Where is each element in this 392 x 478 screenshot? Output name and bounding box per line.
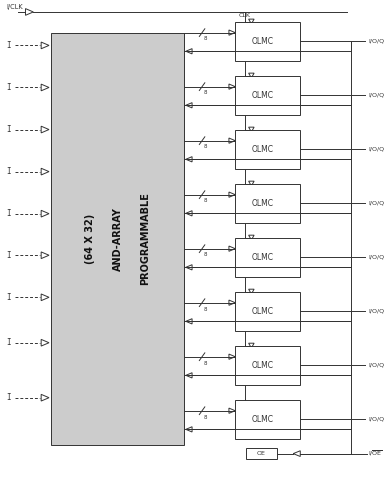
Text: I/CLK: I/CLK xyxy=(6,4,22,10)
Text: I/O/Q: I/O/Q xyxy=(368,363,385,368)
Bar xyxy=(235,292,300,331)
Text: I: I xyxy=(6,251,11,260)
Text: OLMC: OLMC xyxy=(251,361,273,370)
Text: I: I xyxy=(6,338,11,347)
Text: 8: 8 xyxy=(203,198,207,204)
Text: 8: 8 xyxy=(203,252,207,258)
Text: (64 X 32): (64 X 32) xyxy=(85,214,95,264)
Text: I: I xyxy=(6,209,11,218)
Text: I/O/Q: I/O/Q xyxy=(368,309,385,314)
Text: OE: OE xyxy=(257,451,266,456)
Bar xyxy=(246,448,277,459)
Text: OLMC: OLMC xyxy=(251,415,273,424)
Text: I/O/Q: I/O/Q xyxy=(368,201,385,206)
Text: I/O/Q: I/O/Q xyxy=(368,417,385,422)
Text: 8: 8 xyxy=(203,360,207,366)
Text: OLMC: OLMC xyxy=(251,307,273,316)
Bar xyxy=(235,130,300,169)
Text: I: I xyxy=(6,41,11,50)
Text: I: I xyxy=(6,125,11,134)
Text: I/O/Q: I/O/Q xyxy=(368,39,385,44)
Text: I: I xyxy=(6,393,11,402)
Bar xyxy=(235,238,300,277)
Bar xyxy=(235,22,300,61)
Bar xyxy=(51,33,184,445)
Bar xyxy=(235,400,300,439)
Text: OLMC: OLMC xyxy=(251,253,273,262)
Bar xyxy=(235,184,300,223)
Text: I/O/Q: I/O/Q xyxy=(368,147,385,152)
Bar xyxy=(235,346,300,385)
Text: 8: 8 xyxy=(203,144,207,150)
Text: I: I xyxy=(6,293,11,302)
Text: OLMC: OLMC xyxy=(251,145,273,154)
Text: AND-ARRAY: AND-ARRAY xyxy=(113,207,123,271)
Text: I/O/Q: I/O/Q xyxy=(368,93,385,98)
Text: OLMC: OLMC xyxy=(251,37,273,46)
Bar xyxy=(235,76,300,115)
Text: I/O/Q: I/O/Q xyxy=(368,255,385,260)
Text: 8: 8 xyxy=(203,36,207,42)
Text: 8: 8 xyxy=(203,306,207,312)
Text: PROGRAMMABLE: PROGRAMMABLE xyxy=(140,193,150,285)
Text: I: I xyxy=(6,83,11,92)
Text: 8: 8 xyxy=(203,90,207,96)
Text: 8: 8 xyxy=(203,414,207,420)
Text: I/$\overline{\rm OE}$: I/$\overline{\rm OE}$ xyxy=(368,449,383,458)
Text: CLK: CLK xyxy=(239,13,251,18)
Text: I: I xyxy=(6,167,11,176)
Text: OLMC: OLMC xyxy=(251,199,273,208)
Text: OLMC: OLMC xyxy=(251,91,273,100)
